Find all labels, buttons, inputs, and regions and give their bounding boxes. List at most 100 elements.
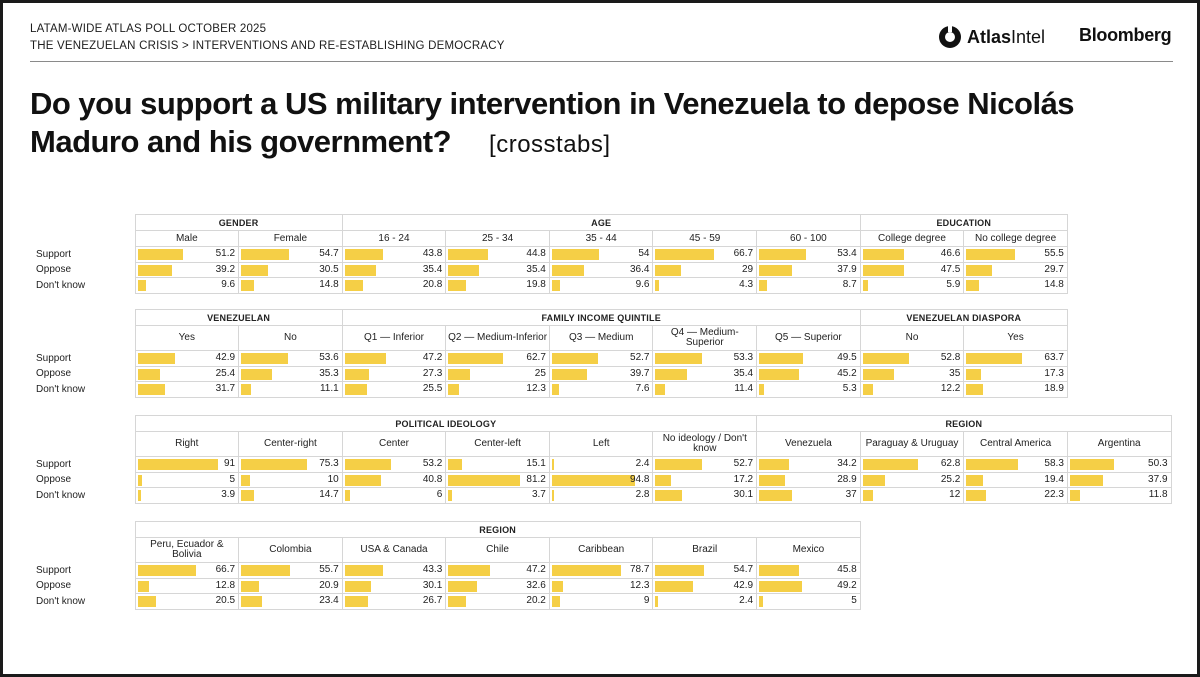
group-header: REGION — [756, 415, 1172, 432]
value-label: 40.8 — [422, 473, 443, 485]
value-label: 30.5 — [319, 263, 339, 275]
value-bar — [966, 474, 984, 486]
data-cell: 19.4 — [963, 471, 1068, 488]
group-header: VENEZUELAN — [134, 309, 343, 326]
corner-cell — [33, 522, 135, 538]
value-bar — [344, 353, 387, 364]
data-cell: 7.6 — [548, 381, 654, 398]
value-label: 31.7 — [215, 383, 236, 394]
value-label: 47.2 — [526, 564, 546, 575]
data-cell: 26.7 — [341, 593, 447, 610]
row-label: Support — [36, 564, 72, 576]
data-cell: 54.7 — [652, 562, 758, 579]
value-label: 5.9 — [946, 279, 961, 290]
value-bar — [966, 368, 982, 380]
value-bar — [862, 353, 910, 364]
row-label: Support — [36, 352, 72, 364]
data-cell: 20.2 — [445, 593, 550, 610]
value-bar — [759, 490, 792, 501]
data-cell: 52.7 — [652, 456, 758, 473]
data-cell: 12.3 — [445, 381, 550, 398]
data-cell: 53.2 — [341, 456, 447, 473]
data-cell: 4.3 — [652, 277, 758, 294]
row-label: Oppose — [36, 474, 72, 486]
value-bar — [551, 580, 563, 592]
value-bar — [759, 474, 785, 486]
data-cell: 43.8 — [341, 246, 447, 263]
value-label: 46.6 — [940, 248, 961, 259]
data-cell: 5 — [134, 471, 240, 488]
value-bar — [759, 596, 764, 607]
column-header: Q1 — Inferior — [341, 325, 447, 351]
value-label: 37 — [845, 489, 857, 500]
column-header: 60 - 100 — [756, 230, 861, 247]
group-header-row: GENDER AGE EDUCATION — [33, 214, 1068, 231]
value-label: 39.7 — [630, 367, 650, 379]
column-header: Left — [548, 431, 654, 457]
data-cell: 62.7 — [445, 350, 550, 367]
data-cell: 62.8 — [859, 456, 965, 473]
table-row: Oppose 5 10 40.8 81.2 94.8 17.2 28.9 25.2 19.4 37.… — [33, 471, 1172, 488]
value-bar — [137, 384, 166, 395]
data-cell: 35.4 — [341, 261, 447, 278]
value-bar — [655, 459, 702, 470]
value-label: 2.8 — [635, 489, 650, 500]
value-bar — [551, 596, 560, 607]
value-label: 17.2 — [733, 473, 754, 485]
value-bar — [448, 368, 471, 380]
row-label: Support — [36, 458, 72, 470]
value-bar — [137, 264, 172, 276]
value-bar — [655, 249, 715, 260]
table-row: Don't know 20.5 23.4 26.7 20.2 9 2.4 5 — [33, 593, 861, 610]
data-cell: 9.6 — [548, 277, 654, 294]
data-cell: 29 — [652, 261, 758, 278]
value-bar — [137, 353, 176, 364]
value-bar — [241, 565, 291, 576]
corner-cell — [33, 432, 135, 457]
value-bar — [241, 353, 289, 364]
data-cell: 43.3 — [341, 562, 447, 579]
data-cell: 2.8 — [548, 487, 654, 504]
column-header: Male — [134, 230, 240, 247]
value-label: 12 — [949, 489, 961, 500]
value-bar — [966, 280, 980, 291]
column-header: Peru, Ecuador & Bolivia — [134, 537, 240, 563]
column-header: No — [238, 325, 343, 351]
value-bar — [655, 264, 681, 276]
value-label: 45.8 — [837, 564, 857, 575]
data-cell: 17.3 — [963, 365, 1068, 382]
column-header: 16 - 24 — [341, 230, 447, 247]
value-label: 62.7 — [526, 352, 546, 363]
value-label: 35.4 — [422, 263, 443, 275]
value-label: 12.3 — [630, 579, 650, 591]
value-label: 53.4 — [837, 248, 857, 259]
value-label: 49.5 — [837, 352, 857, 363]
column-header: College degree — [859, 230, 965, 247]
data-cell: 31.7 — [134, 381, 240, 398]
column-header: Colombia — [238, 537, 343, 563]
chart-title: Do you support a US military interventio… — [30, 85, 1130, 164]
value-bar — [759, 459, 790, 470]
row-label: Don't know — [36, 279, 86, 291]
data-cell: 10 — [238, 471, 343, 488]
value-bar — [655, 565, 704, 576]
column-header: Female — [238, 230, 343, 247]
value-bar — [344, 459, 392, 470]
value-label: 14.8 — [1044, 279, 1064, 290]
value-bar — [241, 474, 250, 486]
value-bar — [241, 580, 260, 592]
value-bar — [448, 264, 480, 276]
data-cell: 63.7 — [963, 350, 1068, 367]
corner-cell — [33, 538, 135, 563]
value-bar — [862, 280, 868, 291]
column-header: Venezuela — [756, 431, 861, 457]
column-header: Q2 — Medium-Inferior — [445, 325, 550, 351]
value-label: 11.8 — [1148, 489, 1168, 500]
value-bar — [448, 384, 460, 395]
data-cell: 94.8 — [548, 471, 654, 488]
data-cell: 42.9 — [134, 350, 240, 367]
value-bar — [241, 368, 273, 380]
column-header: 25 - 34 — [445, 230, 550, 247]
corner-cell — [33, 310, 135, 326]
value-bar — [551, 353, 599, 364]
